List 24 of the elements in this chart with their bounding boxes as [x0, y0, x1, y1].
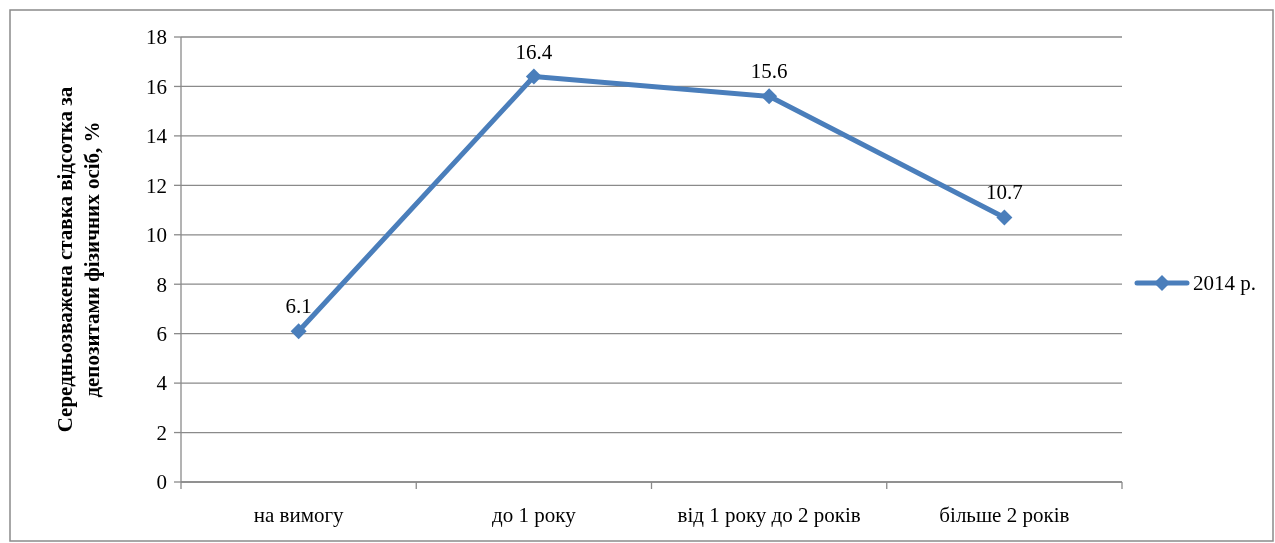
y-tick-label: 2: [156, 420, 167, 445]
y-tick-label: 8: [156, 272, 167, 297]
point: [525, 68, 542, 85]
y-tick-label: 14: [146, 124, 168, 149]
y-tick-label: 0: [156, 470, 167, 495]
x-tick-label: більше 2 років: [939, 503, 1070, 527]
legend-label: 2014 р.: [1193, 271, 1256, 296]
point: [761, 88, 778, 105]
y-tick-label: 16: [146, 74, 167, 99]
data-label: 10.7: [986, 180, 1023, 205]
x-tick-label: до 1 року: [492, 503, 577, 527]
data-label: 15.6: [750, 59, 788, 84]
y-axis-title: Середньозважена ставка відсотка за депозитами фізичних осіб, %: [53, 86, 104, 433]
x-tick-label: від 1 року до 2 років: [677, 503, 861, 527]
point: [290, 323, 307, 340]
y-tick-label: 12: [146, 173, 167, 198]
x-tick-label: на вимогу: [253, 503, 345, 527]
y-tick-label: 6: [156, 322, 167, 347]
data-label: 6.1: [285, 294, 312, 319]
data-label: 16.4: [515, 39, 553, 64]
point: [996, 209, 1013, 226]
y-tick-label: 4: [156, 371, 168, 396]
y-tick-label: 10: [146, 223, 167, 248]
y-tick-label: 18: [146, 25, 167, 50]
